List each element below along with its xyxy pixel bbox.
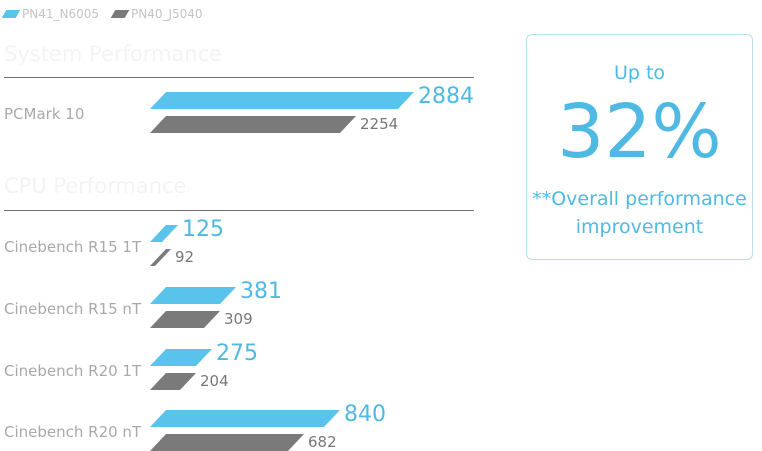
- bar-series-a: [150, 225, 178, 242]
- bar-series-b: [150, 373, 196, 390]
- category-label: PCMark 10: [4, 105, 85, 123]
- category-label: Cinebench R15 1T: [4, 238, 142, 256]
- value-label-series-b: 204: [200, 372, 229, 390]
- bar-series-b: [150, 434, 304, 451]
- value-label-series-b: 682: [308, 433, 337, 451]
- legend-label-series-a: PN41_N6005: [22, 7, 99, 21]
- section-title-0: System Performance: [4, 42, 223, 66]
- category-label: Cinebench R15 nT: [4, 300, 142, 318]
- legend-item-series-b: PN40_J5040: [110, 7, 203, 21]
- section-divider-1: [4, 210, 474, 211]
- legend-label-series-b: PN40_J5040: [131, 7, 203, 21]
- bar-series-b: [150, 116, 356, 133]
- callout-note: **Overall performance improvement: [527, 185, 752, 241]
- callout-note-line2: improvement: [575, 216, 704, 238]
- value-label-series-b: 2254: [360, 115, 399, 133]
- bar-series-a: [150, 349, 212, 366]
- category-label: Cinebench R20 1T: [4, 362, 142, 380]
- improvement-callout: Up to 32% **Overall performance improvem…: [526, 34, 753, 260]
- value-label-series-a: 2884: [418, 84, 474, 109]
- legend-swatch-series-a: [1, 10, 21, 18]
- value-label-series-a: 381: [240, 279, 282, 304]
- bar-series-b: [150, 249, 171, 266]
- bar-series-a: [150, 92, 414, 109]
- value-label-series-a: 125: [182, 217, 224, 242]
- value-label-series-b: 92: [175, 248, 195, 266]
- bar-series-b: [150, 311, 220, 328]
- legend-item-series-a: PN41_N6005: [1, 7, 99, 21]
- callout-up-to: Up to: [613, 62, 666, 84]
- bar-series-a: [150, 410, 340, 427]
- section-divider-0: [4, 77, 474, 78]
- bar-series-a: [150, 287, 236, 304]
- legend-swatch-series-b: [110, 10, 130, 18]
- value-label-series-a: 275: [216, 341, 258, 366]
- section-title-1: CPU Performance: [4, 174, 187, 198]
- callout-percentage: 32%: [557, 89, 722, 175]
- value-label-series-a: 840: [344, 402, 386, 427]
- category-label: Cinebench R20 nT: [4, 423, 142, 441]
- callout-note-line1: **Overall performance: [532, 188, 747, 210]
- chart-legend: PN41_N6005 PN40_J5040: [1, 4, 203, 24]
- value-label-series-b: 309: [224, 310, 253, 328]
